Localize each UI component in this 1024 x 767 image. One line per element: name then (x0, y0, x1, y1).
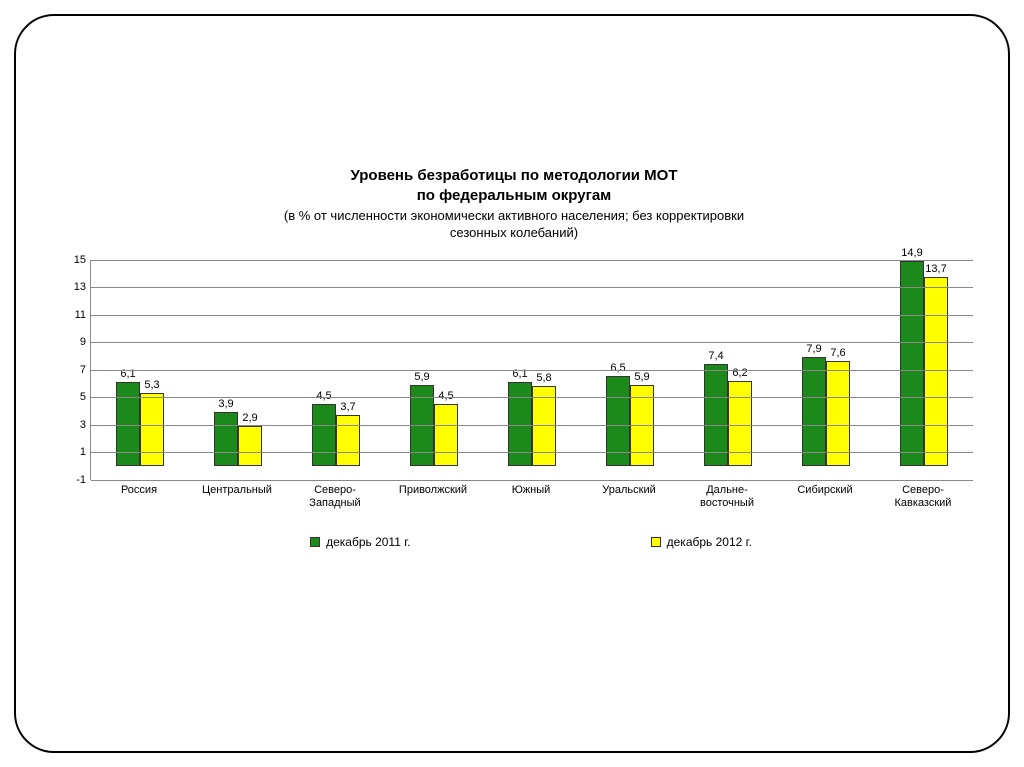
bar-value-label: 6,2 (732, 367, 747, 379)
bar-value-label: 7,4 (708, 350, 723, 362)
x-tick-label: Центральный (188, 484, 286, 510)
bar-pair: 4,53,7 (312, 404, 360, 466)
bar-pair: 7,97,6 (802, 357, 850, 466)
bar-pair: 3,92,9 (214, 412, 262, 466)
y-tick-label: 13 (74, 281, 86, 293)
y-tick-label: 5 (80, 391, 86, 403)
legend-swatch (310, 537, 320, 547)
unemployment-chart: Уровень безработицы по методологии МОТ п… (56, 166, 972, 560)
legend-label: декабрь 2011 г. (326, 535, 410, 549)
grid-line (91, 480, 973, 481)
legend-swatch (651, 537, 661, 547)
x-tick-label: Уральский (580, 484, 678, 510)
bar: 13,7 (924, 277, 948, 465)
bar: 3,9 (214, 412, 238, 466)
bar-pair: 14,913,7 (900, 261, 948, 466)
bar: 7,4 (704, 364, 728, 466)
bar-pair: 7,4 6,2 (704, 364, 752, 466)
bar: 2,9 (238, 426, 262, 466)
y-tick-label: 11 (75, 309, 86, 321)
bar-value-label: 13,7 (925, 263, 946, 275)
x-axis-labels: РоссияЦентральныйСеверо-ЗападныйПриволжс… (90, 484, 972, 510)
bar: 3,7 (336, 415, 360, 466)
grid-line (91, 370, 973, 371)
bar-value-label: 6,5 (610, 362, 625, 374)
y-tick-label: 9 (80, 336, 86, 348)
x-tick-label: Южный (482, 484, 580, 510)
x-tick-label: Дальне-восточный (678, 484, 776, 510)
chart-legend: декабрь 2011 г. декабрь 2012 г. (90, 535, 972, 549)
y-tick-label: -1 (76, 474, 86, 486)
legend-item: декабрь 2011 г. (310, 535, 410, 549)
bar-value-label: 5,8 (536, 372, 551, 384)
plot-outer: -113579111315 6,15,33,92,94,53,75,94,56,… (56, 260, 972, 560)
y-tick-label: 7 (80, 364, 86, 376)
y-axis: -113579111315 (56, 260, 90, 480)
bar: 5,3 (140, 393, 164, 466)
bar-value-label: 7,6 (830, 347, 845, 359)
bar-value-label: 3,9 (218, 398, 233, 410)
bar-value-label: 5,9 (414, 371, 429, 383)
bar-value-label: 3,7 (340, 401, 355, 413)
bar-value-label: 7,9 (806, 343, 821, 355)
legend-label: декабрь 2012 г. (667, 535, 752, 549)
bar: 4,5 (434, 404, 458, 466)
bar: 7,9 (802, 357, 826, 466)
slide-frame: Уровень безработицы по методологии МОТ п… (14, 14, 1010, 753)
grid-line (91, 287, 973, 288)
bar-value-label: 4,5 (316, 390, 331, 402)
x-tick-label: Северо-Западный (286, 484, 384, 510)
chart-titles: Уровень безработицы по методологии МОТ п… (56, 166, 972, 242)
bar-value-label: 5,9 (634, 371, 649, 383)
x-tick-label: Приволжский (384, 484, 482, 510)
chart-title-line1: Уровень безработицы по методологии МОТ (56, 166, 972, 186)
x-tick-label: Россия (90, 484, 188, 510)
grid-line (91, 425, 973, 426)
grid-line (91, 397, 973, 398)
grid-line (91, 452, 973, 453)
grid-line (91, 260, 973, 261)
bar-value-label: 14,9 (901, 247, 922, 259)
bar: 7,6 (826, 361, 850, 466)
grid-line (91, 315, 973, 316)
bar: 4,5 (312, 404, 336, 466)
chart-title-line2: по федеральным округам (56, 186, 972, 206)
chart-subtitle-line1: (в % от численности экономически активно… (56, 207, 972, 225)
grid-line (91, 342, 973, 343)
bar-value-label: 4,5 (438, 390, 453, 402)
legend-item: декабрь 2012 г. (651, 535, 752, 549)
bar-value-label: 2,9 (242, 412, 257, 424)
y-tick-label: 15 (74, 254, 86, 266)
chart-subtitle-line2: сезонных колебаний) (56, 224, 972, 242)
x-tick-label: Сибирский (776, 484, 874, 510)
x-tick-label: Северо-Кавказский (874, 484, 972, 510)
y-tick-label: 1 (80, 446, 86, 458)
plot-area: 6,15,33,92,94,53,75,94,56,15,86,55,97,46… (90, 260, 973, 480)
bar-value-label: 5,3 (144, 379, 159, 391)
bar: 14,9 (900, 261, 924, 466)
y-tick-label: 3 (80, 419, 86, 431)
